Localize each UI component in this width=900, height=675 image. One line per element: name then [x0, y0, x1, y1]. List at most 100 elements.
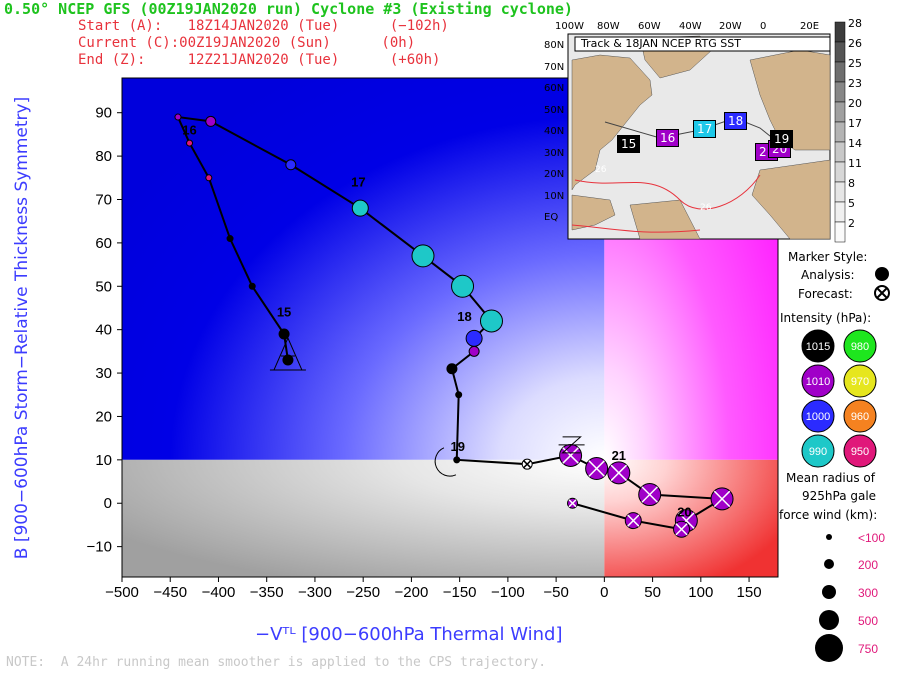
radius-title: 925hPa gale [802, 489, 877, 503]
analysis-marker [282, 354, 294, 366]
start-marker-a [269, 336, 306, 371]
x-tick-label: −150 [443, 584, 477, 601]
inset-lat-label: 80N [544, 40, 565, 51]
analysis-marker [453, 456, 461, 464]
colorbar-label: 2 [848, 217, 855, 230]
y-tick-label: 90 [95, 105, 112, 122]
analysis-marker [186, 139, 194, 147]
inset-track-box: 15 [617, 135, 641, 153]
sst-label: 26 [700, 203, 712, 213]
y-tick-label: −10 [87, 539, 112, 556]
forecast-x [610, 464, 628, 482]
analysis-marker [446, 363, 458, 375]
forecast-x [627, 514, 640, 527]
forecast-x [523, 460, 532, 469]
smoother-note: NOTE: A 24hr running mean smoother is ap… [6, 655, 547, 670]
analysis-marker [351, 199, 369, 217]
intensity-swatch [801, 434, 835, 468]
axes: −500 −450 −400 −350 −300 −250 −200 −150 −100 −50 0… [87, 105, 762, 601]
inset-lat-label: 60N [544, 83, 565, 94]
inset-lat-label: 50N [544, 104, 565, 116]
inset-track-box: 18 [724, 112, 748, 130]
current-marker-c [434, 447, 457, 477]
radius-label: 300 [858, 586, 878, 600]
colorbar-label: 8 [848, 177, 855, 190]
forecast-x [641, 486, 658, 503]
inset-lon-label: 100W [555, 21, 584, 32]
intensity-swatch [843, 399, 877, 433]
inset-lon-label: 40W [679, 21, 702, 32]
y-tick-label: 80 [95, 148, 112, 165]
x-tick-label: −350 [250, 584, 284, 601]
radius-swatch [815, 634, 843, 662]
inset-lat-label: 70N [544, 61, 565, 73]
current-time: Current (C):00Z19JAN2020 (Sun) (0h) [78, 35, 416, 51]
colorbar-label: 25 [848, 57, 862, 70]
colorbar-label: 23 [848, 77, 862, 90]
day-label: 18 [457, 309, 471, 324]
inset-title: Track & 18JAN NCEP RTG SST [581, 37, 741, 50]
radius-swatch [819, 610, 839, 630]
y-tick-label: 20 [95, 408, 112, 425]
forecast-x [588, 460, 605, 477]
x-tick-label: −50 [543, 584, 568, 601]
legend-analysis-label: Analysis: [801, 268, 855, 282]
intensity-label: 1010 [806, 376, 830, 388]
day-label: 19 [450, 439, 464, 454]
intensity-swatch [801, 399, 835, 433]
day-label: 20 [677, 504, 691, 519]
inset-track-box: 16 [656, 129, 680, 147]
analysis-marker [455, 391, 463, 399]
analysis-marker [226, 235, 234, 243]
radius-swatch [824, 559, 834, 569]
colorbar-label: 11 [848, 157, 862, 170]
inset-lat-label: 30N [544, 147, 565, 159]
forecast-x [568, 499, 577, 508]
radius-swatch [826, 534, 832, 540]
y-tick-label: 30 [95, 365, 112, 382]
end-marker-z [558, 436, 585, 454]
intensity-swatch [843, 364, 877, 398]
radius-label: 200 [858, 558, 878, 572]
end-time: End (Z): 12Z21JAN2020 (Tue) (+60h) [78, 52, 441, 68]
analysis-marker [278, 328, 290, 340]
x-tick-label: −100 [491, 584, 525, 601]
cyclone-trajectory [174, 113, 734, 538]
inset-track-box: 17 [693, 120, 717, 138]
analysis-marker [479, 309, 503, 333]
quadrant-cold-core-sym [122, 459, 605, 577]
colorbar-label: 20 [848, 97, 862, 110]
forecast-x [713, 490, 731, 508]
x-tick-label: 50 [644, 584, 661, 601]
y-tick-label: 50 [95, 278, 112, 295]
inset-lon-label: 60W [638, 21, 661, 32]
intensity-label: 990 [809, 446, 827, 458]
day-label: 21 [612, 448, 626, 463]
analysis-marker [451, 274, 475, 298]
sst-label: 26 [595, 165, 607, 175]
intensity-label: 950 [851, 446, 869, 458]
colorbar-label: 26 [848, 37, 862, 50]
inset-lat-label: 20N [544, 169, 565, 180]
intensity-swatch [801, 329, 835, 363]
radius-title: force wind (km): [779, 508, 878, 522]
colorbar-label: 28 [848, 17, 862, 30]
intensity-label: 1015 [806, 341, 830, 353]
x-tick-label: −200 [395, 584, 429, 601]
inset-lon-label: 20W [719, 21, 742, 32]
intensity-label: 960 [851, 411, 869, 423]
x-tick-label: −500 [105, 584, 139, 601]
inset-lon-label: 80W [597, 21, 620, 32]
colorbar-label: 5 [848, 197, 855, 210]
quadrant-cold-core-asym [122, 78, 605, 460]
radius-label: 750 [858, 642, 878, 656]
inset-lat-label: EQ [544, 212, 559, 223]
radius-swatch [822, 585, 836, 599]
chart-title: 0.50° NCEP GFS (00Z19JAN2020 run) Cyclon… [4, 0, 573, 18]
legend-forecast-label: Forecast: [798, 287, 853, 301]
y-tick-label: 70 [95, 191, 112, 208]
inset-lat-label: 10N [544, 190, 565, 202]
x-tick-label: 150 [737, 584, 762, 601]
x-tick-label: 100 [688, 584, 713, 601]
